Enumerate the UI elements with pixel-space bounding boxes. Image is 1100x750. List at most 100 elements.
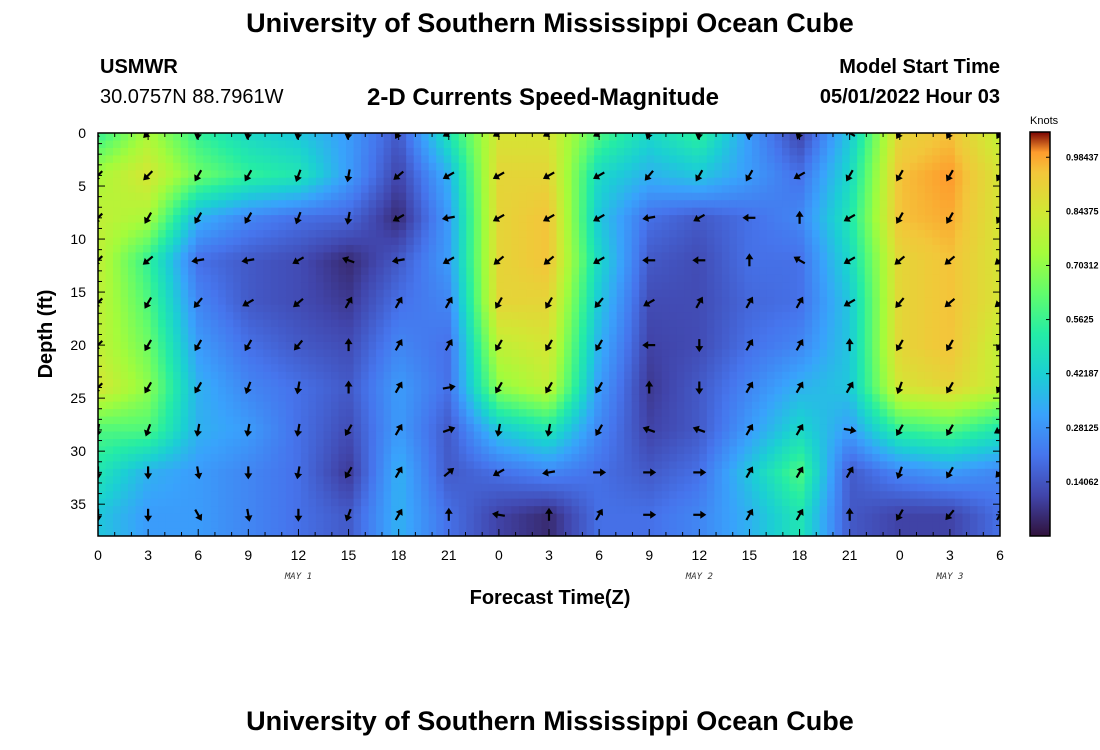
heat-cell <box>616 356 625 365</box>
heat-cell <box>518 528 528 536</box>
heat-cell <box>736 147 746 156</box>
heat-cell <box>120 207 129 216</box>
heat-cell <box>278 431 287 440</box>
heat-cell <box>481 446 490 455</box>
heat-cell <box>451 521 460 530</box>
heat-cell <box>135 341 144 351</box>
heat-cell <box>564 483 573 492</box>
heat-cell <box>503 528 513 536</box>
heat-cell <box>639 356 648 365</box>
heat-cell <box>128 498 137 507</box>
heat-cell <box>706 297 715 306</box>
heat-cell <box>255 513 264 522</box>
heat-cell <box>270 468 279 477</box>
heat-cell <box>128 282 137 291</box>
heat-cell <box>331 468 340 477</box>
heat-cell <box>691 438 700 448</box>
heat-cell <box>699 289 708 298</box>
heat-cell <box>158 237 167 246</box>
heat-cell <box>661 416 670 425</box>
heat-cell <box>225 170 234 179</box>
heat-cell <box>270 416 279 425</box>
heat-cell <box>338 341 347 351</box>
heat-cell <box>766 147 776 156</box>
heat-cell <box>661 147 670 156</box>
heat-cell <box>503 177 513 186</box>
heat-cell <box>368 483 377 492</box>
heat-cell <box>751 289 761 298</box>
heat-cell <box>564 230 573 239</box>
heat-cell <box>526 289 535 298</box>
heat-cell <box>225 446 234 455</box>
heat-cell <box>128 207 137 216</box>
heat-cell <box>451 162 460 171</box>
heat-cell <box>120 349 129 358</box>
heat-cell <box>218 312 227 321</box>
heat-cell <box>684 386 693 395</box>
heat-cell <box>98 289 107 298</box>
heat-cell <box>353 327 362 336</box>
heat-cell <box>331 424 340 433</box>
heat-cell <box>406 274 415 283</box>
heat-cell <box>518 267 528 276</box>
heat-cell <box>759 185 768 194</box>
heat-cell <box>616 468 625 477</box>
heat-cell <box>594 289 603 298</box>
heat-cell <box>729 334 738 343</box>
heat-cell <box>173 341 182 351</box>
heat-cell <box>714 162 723 171</box>
heat-cell <box>759 341 768 351</box>
heat-cell <box>413 162 422 171</box>
heat-cell <box>661 177 670 186</box>
heat-cell <box>481 386 490 395</box>
heat-cell <box>481 409 490 418</box>
heat-cell <box>458 237 467 246</box>
heat-cell <box>676 446 685 455</box>
heat-cell <box>421 431 430 440</box>
heat-cell <box>158 386 167 395</box>
heat-cell <box>496 468 505 477</box>
heat-cell <box>766 349 776 358</box>
heat-cell <box>676 424 685 433</box>
heat-cell <box>646 140 655 149</box>
heat-cell <box>263 506 272 515</box>
heat-cell <box>526 177 535 186</box>
heat-cell <box>511 401 520 410</box>
heat-cell <box>571 140 580 149</box>
heat-cell <box>661 513 670 522</box>
heat-cell <box>353 207 362 216</box>
heat-cell <box>233 200 242 209</box>
heat-cell <box>150 394 159 403</box>
heat-cell <box>210 252 219 261</box>
heat-cell <box>473 237 482 246</box>
heat-cell <box>98 371 107 380</box>
heat-cell <box>376 215 385 224</box>
heat-cell <box>376 170 385 179</box>
heat-cell <box>143 289 152 298</box>
heat-cell <box>669 297 678 306</box>
heat-cell <box>774 506 783 515</box>
heat-cell <box>368 394 377 403</box>
heat-cell <box>721 230 730 239</box>
heat-cell <box>699 401 708 410</box>
heat-cell <box>331 461 340 470</box>
heat-cell <box>173 155 182 164</box>
heat-cell <box>255 491 264 500</box>
heat-cell <box>218 267 227 276</box>
heat-cell <box>789 155 798 164</box>
heat-cell <box>609 349 618 358</box>
heat-cell <box>158 252 167 261</box>
heat-cell <box>270 274 279 283</box>
heat-cell <box>293 334 302 343</box>
heat-cell <box>128 230 137 239</box>
heat-cell <box>233 289 242 298</box>
heat-cell <box>308 170 317 179</box>
heat-cell <box>428 140 437 149</box>
heat-cell <box>158 200 167 209</box>
heat-cell <box>203 177 212 186</box>
heat-cell <box>496 230 505 239</box>
heat-cell <box>105 185 114 194</box>
heat-cell <box>744 409 753 418</box>
heat-cell <box>684 259 693 268</box>
heat-cell <box>526 364 535 373</box>
